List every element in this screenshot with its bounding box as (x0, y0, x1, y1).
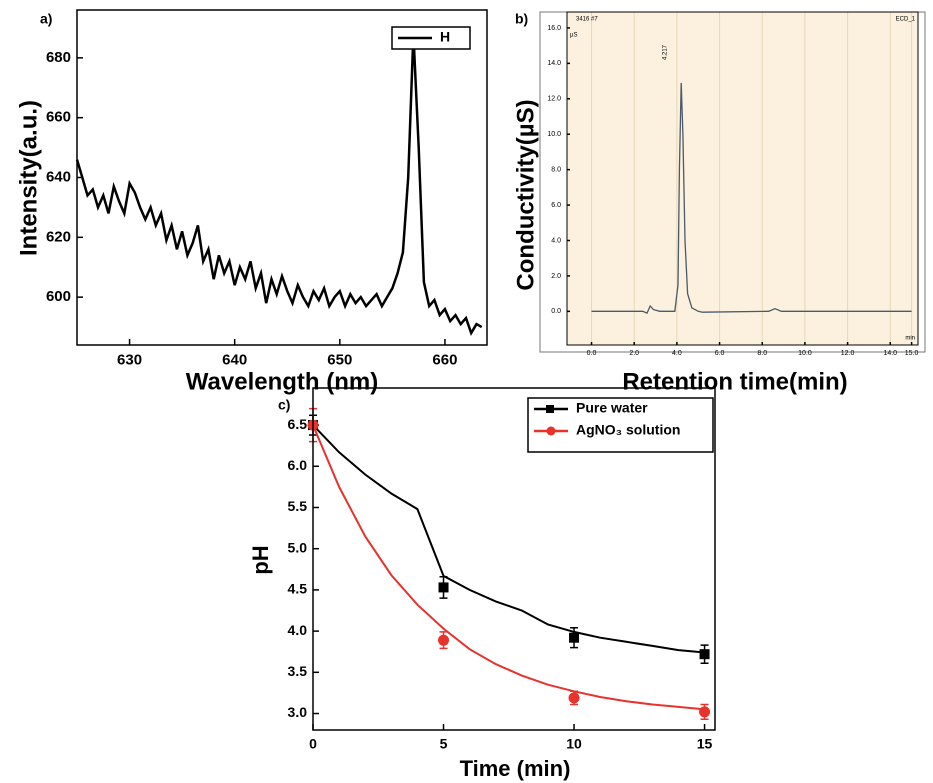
y-tick-label: 4.5 (288, 581, 308, 597)
y-tick-label: 6.0 (288, 457, 308, 473)
x-axis-title: Wavelength (nm) (186, 368, 378, 395)
y-tick-label: 680 (46, 49, 71, 66)
y-tick-label: 660 (46, 109, 71, 126)
y-tick-label: 14.0 (547, 60, 561, 67)
x-tick-label: 15 (697, 735, 713, 751)
y-axis-title: Intensity(a.u.) (15, 100, 42, 256)
y-axis-title: Conductivity(µS) (512, 99, 539, 290)
y-axis-title: pH (248, 545, 273, 574)
legend-label: Pure water (576, 400, 648, 416)
x-tick-label: 12.0 (841, 350, 855, 357)
y-tick-label: 620 (46, 228, 71, 245)
y-tick-label: 16.0 (547, 25, 561, 32)
y-tick-label: 4.0 (551, 237, 561, 244)
marker (699, 649, 710, 660)
annotation: min (905, 336, 915, 342)
fit-line (312, 424, 705, 711)
y-tick-label: 8.0 (551, 166, 561, 173)
x-tick-label: 15.0 (905, 350, 919, 357)
y-tick-label: 3.0 (288, 704, 308, 720)
legend-marker (546, 405, 554, 413)
annotation: ECD_1 (896, 17, 916, 23)
y-tick-label: 0.0 (551, 308, 561, 315)
x-axis-title: Time (min) (460, 756, 571, 781)
x-tick-label: 14.0 (883, 350, 897, 357)
x-axis-title: Retention time(min) (622, 368, 847, 395)
y-tick-label: 5.0 (288, 539, 308, 555)
panel-label: b) (515, 11, 528, 27)
panel: 0.0 2.0 4.0 6.0 8.0 10.0 12.0 14.0 15.0 0.0 2.0 4.0… (512, 11, 926, 395)
x-tick-label: 10.0 (798, 350, 812, 357)
marker (438, 582, 449, 593)
x-tick-label: 660 (432, 351, 457, 368)
x-tick-label: 0.0 (587, 350, 597, 357)
legend-marker (546, 426, 556, 436)
plot-border (76, 9, 488, 346)
x-tick-label: 10 (566, 735, 582, 751)
marker (568, 692, 580, 704)
legend-label: H (440, 29, 450, 45)
panel: 0 5 10 15 3.0 3.5 4.0 4.5 5.0 5.5 6.0 6.5 Pure water… (248, 387, 716, 781)
x-tick-label: 640 (222, 351, 247, 368)
marker (569, 632, 580, 643)
legend-label: AgNO₃ solution (576, 422, 680, 438)
x-tick-label: 4.0 (672, 350, 682, 357)
fit-line (312, 424, 705, 654)
plot-background (567, 12, 918, 345)
data-line (591, 82, 912, 314)
panel: 630 640 650 660 600 620 640 660 680 Ha) Wavelength… (15, 9, 488, 395)
y-tick-label: 6.0 (551, 202, 561, 209)
y-tick-label: 12.0 (547, 96, 561, 103)
annotation: µS (570, 33, 577, 39)
y-tick-label: 4.0 (288, 622, 308, 638)
y-tick-label: 640 (46, 168, 71, 185)
y-tick-label: 2.0 (551, 273, 561, 280)
x-tick-label: 650 (327, 351, 352, 368)
panel-label: c) (278, 397, 290, 413)
y-tick-label: 3.5 (288, 663, 308, 679)
legend-box (527, 397, 714, 453)
marker (438, 634, 450, 646)
x-tick-label: 0 (309, 735, 317, 751)
x-tick-label: 5 (440, 735, 448, 751)
plot-border (312, 387, 716, 731)
x-tick-label: 6.0 (715, 350, 725, 357)
x-tick-label: 2.0 (629, 350, 639, 357)
plot-border (566, 11, 919, 346)
annotation: 3416 #7 (576, 17, 598, 23)
y-tick-label: 10.0 (547, 131, 561, 138)
y-tick-label: 5.5 (288, 498, 308, 514)
panel-label: a) (40, 11, 52, 27)
data-line (75, 33, 483, 336)
marker (699, 706, 711, 718)
x-tick-label: 8.0 (757, 350, 767, 357)
x-tick-label: 630 (117, 351, 142, 368)
y-tick-label: 600 (46, 288, 71, 305)
annotation: 4.217 (663, 44, 669, 60)
y-tick-label: 6.5 (288, 416, 308, 432)
